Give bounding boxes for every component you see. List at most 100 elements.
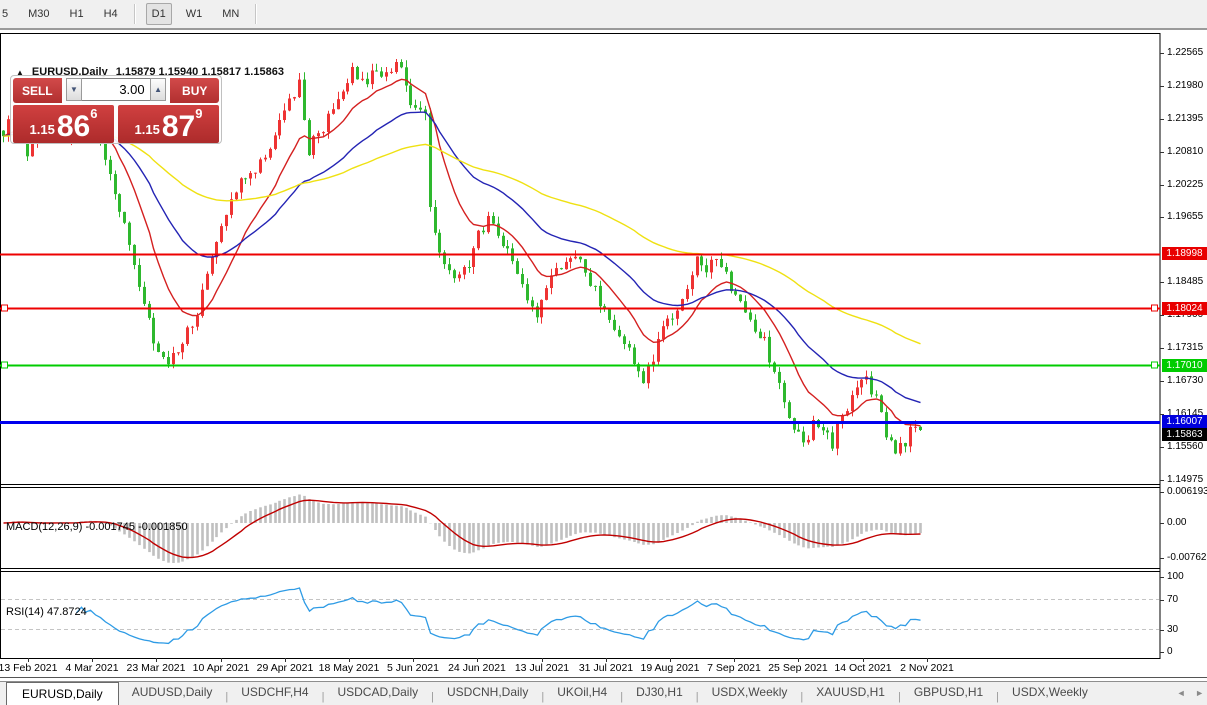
- ma-mid-blue: [3, 111, 921, 404]
- sell-quote[interactable]: 1.15 86 6: [13, 105, 114, 143]
- volume-input[interactable]: 3.00: [82, 78, 150, 101]
- tab-usdx-weekly[interactable]: USDX,Weekly: [1012, 685, 1088, 699]
- hline-price-label: 1.18998: [1162, 247, 1207, 260]
- sell-button[interactable]: SELL: [13, 78, 62, 103]
- tab-separator: |: [695, 691, 699, 703]
- ma-fast-red: [3, 78, 921, 427]
- tab-eurusd-daily[interactable]: EURUSD,Daily: [6, 682, 119, 705]
- tab-scroll-right-icon[interactable]: ►: [1195, 688, 1204, 698]
- sell-price-pip: 6: [90, 106, 98, 121]
- collapse-panel-icon[interactable]: ▲: [16, 67, 24, 77]
- macd-axis-label: 0.006193: [1167, 486, 1207, 497]
- tab-usdcad-daily[interactable]: USDCAD,Daily: [337, 685, 419, 699]
- rsi-line: [76, 587, 921, 645]
- macd-histogram: [7, 494, 922, 563]
- tab-scroll-arrows: ◄ ►: [1170, 688, 1204, 698]
- tab-scroll-left-icon[interactable]: ◄: [1176, 688, 1186, 698]
- tab-xauusd-h1[interactable]: XAUUSD,H1: [816, 685, 885, 699]
- one-click-trading-panel: SELL ▼ 3.00 ▲ BUY 1.15 86 6 1.15 87 9: [10, 75, 222, 144]
- tab-usdx-weekly[interactable]: USDX,Weekly: [711, 685, 788, 699]
- timeframe-button-d1[interactable]: D1: [145, 3, 172, 25]
- price-tick-label: 1.21980: [1167, 80, 1204, 91]
- buy-price-big: 87: [161, 110, 196, 143]
- date-tick-label: 24 Jun 2021: [448, 662, 506, 674]
- tab-usdchf-h4[interactable]: USDCHF,H4: [241, 685, 309, 699]
- date-tick-label: 19 Aug 2021: [640, 662, 700, 674]
- hline-1.17010[interactable]: [0, 361, 1160, 369]
- price-tick-label: 1.15560: [1167, 441, 1204, 452]
- timeframe-button-h1[interactable]: H1: [69, 8, 84, 20]
- date-tick-label: 13 Jul 2021: [514, 662, 570, 674]
- date-tick-label: 23 Mar 2021: [126, 662, 186, 674]
- price-axis-ticks: [28, 53, 1164, 662]
- price-tick-label: 1.22565: [1167, 47, 1204, 58]
- tab-separator: |: [225, 691, 229, 703]
- macd-indicator-label: MACD(12,26,9) -0.001745 -0.001850: [6, 521, 188, 533]
- chart-window: ▲ EURUSD,Daily 1.15879 1.15940 1.15817 1…: [0, 32, 1207, 679]
- timeframe-button-m30[interactable]: M30: [28, 8, 50, 20]
- date-tick-label: 5 Jun 2021: [387, 662, 439, 674]
- rsi-axis-label: 100: [1167, 571, 1184, 582]
- toolbar-separator: [255, 4, 258, 24]
- moving-averages-group: [3, 78, 921, 427]
- rsi-axis-label: 30: [1167, 624, 1179, 635]
- hline-drag-handle: [1, 304, 8, 312]
- date-tick-label: 29 Apr 2021: [256, 662, 314, 674]
- ma-slow-yellow: [3, 133, 921, 345]
- volume-increase-button[interactable]: ▲: [149, 78, 167, 101]
- volume-decrease-button[interactable]: ▼: [65, 78, 83, 101]
- tab-usdcnh-daily[interactable]: USDCNH,Daily: [446, 685, 529, 699]
- sell-price-prefix: 1.15: [29, 122, 55, 137]
- date-tick-label: 14 Oct 2021: [834, 662, 892, 674]
- macd-axis-label: 0.00: [1167, 517, 1187, 528]
- timeframe-button-w1[interactable]: W1: [185, 8, 203, 20]
- price-tick-label: 1.17315: [1167, 342, 1204, 353]
- hline-drag-handle: [1151, 361, 1158, 369]
- price-tick-label: 1.14975: [1167, 474, 1204, 485]
- macd-signal-line: [3, 499, 921, 559]
- tab-separator: |: [431, 691, 434, 703]
- timeframe-button-mn[interactable]: MN: [222, 8, 240, 20]
- timeframe-button-5[interactable]: 5: [2, 8, 9, 20]
- timeframe-button-h4[interactable]: H4: [103, 8, 118, 20]
- tab-separator: |: [800, 691, 804, 703]
- buy-price-pip: 9: [195, 106, 203, 121]
- sell-price-big: 86: [56, 110, 91, 143]
- date-tick-label: 25 Sep 2021: [768, 662, 828, 674]
- price-tick-label: 1.20225: [1167, 179, 1204, 190]
- date-tick-label: 13 Feb 2021: [0, 662, 58, 674]
- timeframe-toolbar: 5 M30 H1 H4 D1 W1 MN: [0, 0, 1207, 30]
- current-price-label: 1.15863: [1162, 428, 1207, 441]
- rsi-axis-label: 0: [1167, 646, 1173, 657]
- rsi-indicator-label: RSI(14) 47.8724: [6, 606, 87, 618]
- tab-separator: |: [897, 691, 901, 703]
- hline-1.18024[interactable]: [0, 304, 1160, 312]
- price-tick-label: 1.20810: [1167, 146, 1204, 157]
- tab-separator: |: [321, 691, 325, 703]
- hline-price-label: 1.17010: [1162, 359, 1207, 372]
- buy-price-prefix: 1.15: [134, 122, 160, 137]
- chart-frames: [0, 33, 1207, 678]
- price-tick-label: 1.21395: [1167, 113, 1204, 124]
- rsi-panel-lines: [1, 587, 1159, 645]
- buy-button[interactable]: BUY: [170, 78, 219, 103]
- price-chart-canvas[interactable]: [0, 32, 1207, 679]
- price-tick-label: 1.16145: [1167, 408, 1204, 419]
- tab-separator: |: [541, 691, 545, 703]
- hline-drag-handle: [1151, 304, 1158, 312]
- toolbar-separator: [133, 4, 136, 24]
- hline-price-label: 1.18024: [1162, 302, 1207, 315]
- hline-drag-handle: [1, 361, 8, 369]
- buy-quote[interactable]: 1.15 87 9: [118, 105, 219, 143]
- date-tick-label: 31 Jul 2021: [578, 662, 634, 674]
- price-tick-label: 1.16730: [1167, 375, 1204, 386]
- price-tick-label: 1.19655: [1167, 211, 1204, 222]
- chart-tabs-bar: EURUSD,Daily AUDUSD,Daily | USDCHF,H4 | USDCA…: [0, 681, 1207, 705]
- tab-gbpusd-h1[interactable]: GBPUSD,H1: [913, 685, 984, 699]
- tab-ukoil-h4[interactable]: UKOil,H4: [557, 685, 608, 699]
- tab-dj30-h1[interactable]: DJ30,H1: [636, 685, 683, 699]
- date-tick-label: 7 Sep 2021: [707, 662, 761, 674]
- tab-audusd-daily[interactable]: AUDUSD,Daily: [131, 685, 213, 699]
